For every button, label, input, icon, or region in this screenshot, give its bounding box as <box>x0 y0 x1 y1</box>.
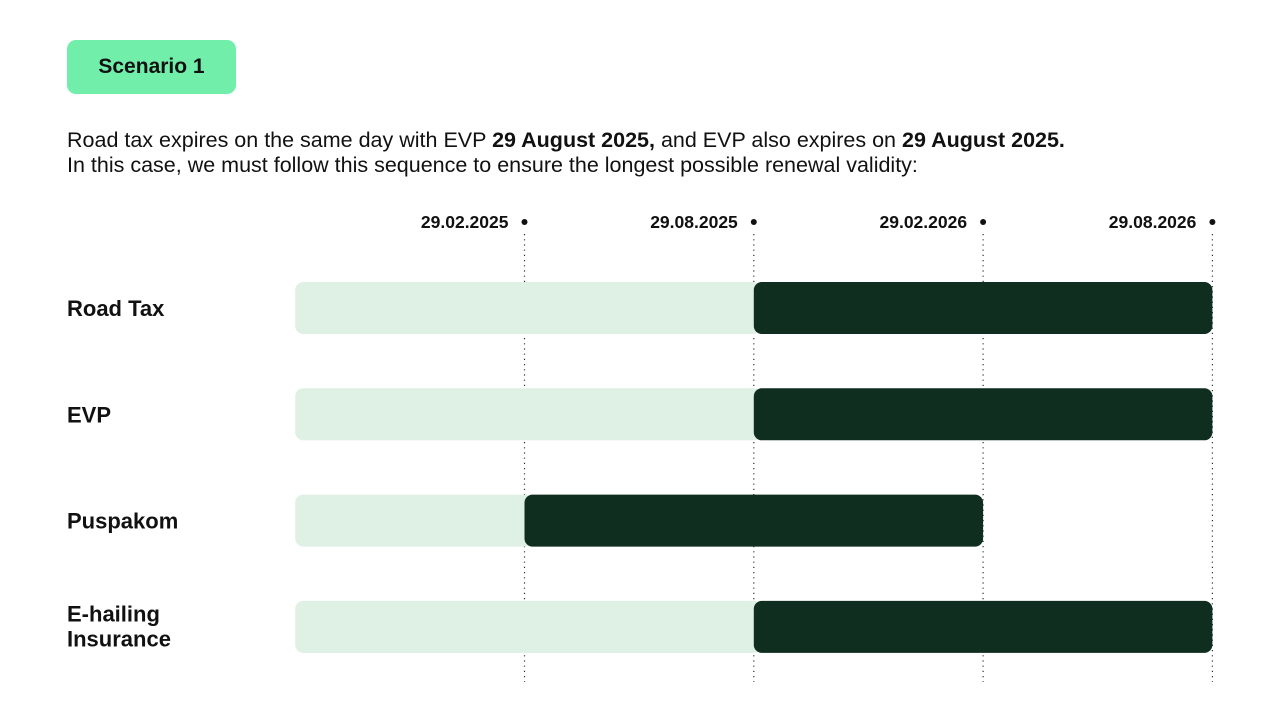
date-dot <box>521 219 528 225</box>
renewed-period-bar <box>753 282 1213 334</box>
row-label: Road Tax <box>67 296 165 321</box>
current-period-bar <box>295 600 762 653</box>
date-label: 29.08.2026 <box>1109 212 1197 232</box>
current-period-bar <box>295 388 762 441</box>
date-dot <box>1209 219 1216 225</box>
bold-text: 29 August 2025, <box>492 128 655 152</box>
bold-text: 29 August 2025. <box>902 128 1065 152</box>
intro-text: Road tax expires on the same day with EV… <box>67 128 1247 178</box>
renewed-period-bar <box>524 494 984 547</box>
text: Road tax expires on the same day with EV… <box>67 128 493 152</box>
renewed-period-bar <box>753 600 1213 653</box>
date-label: 29.08.2025 <box>650 212 738 232</box>
row-label: E-hailing <box>67 601 160 626</box>
date-dot <box>750 219 757 225</box>
date-label: 29.02.2026 <box>880 212 968 232</box>
intro-line: Road tax expires on the same day with EV… <box>67 128 1247 153</box>
renewed-period-bar <box>753 388 1213 441</box>
date-dot <box>980 219 987 225</box>
current-period-bar <box>295 282 762 334</box>
intro-line: In this case, we must follow this sequen… <box>67 153 918 177</box>
date-label: 29.02.2025 <box>421 212 509 232</box>
row-label: EVP <box>67 402 111 427</box>
row-label: Insurance <box>67 626 171 651</box>
scenario-badge: Scenario 1 <box>67 40 236 94</box>
row-label: Puspakom <box>67 509 178 534</box>
current-period-bar <box>295 494 533 547</box>
text: and EVP also expires on <box>654 128 902 152</box>
